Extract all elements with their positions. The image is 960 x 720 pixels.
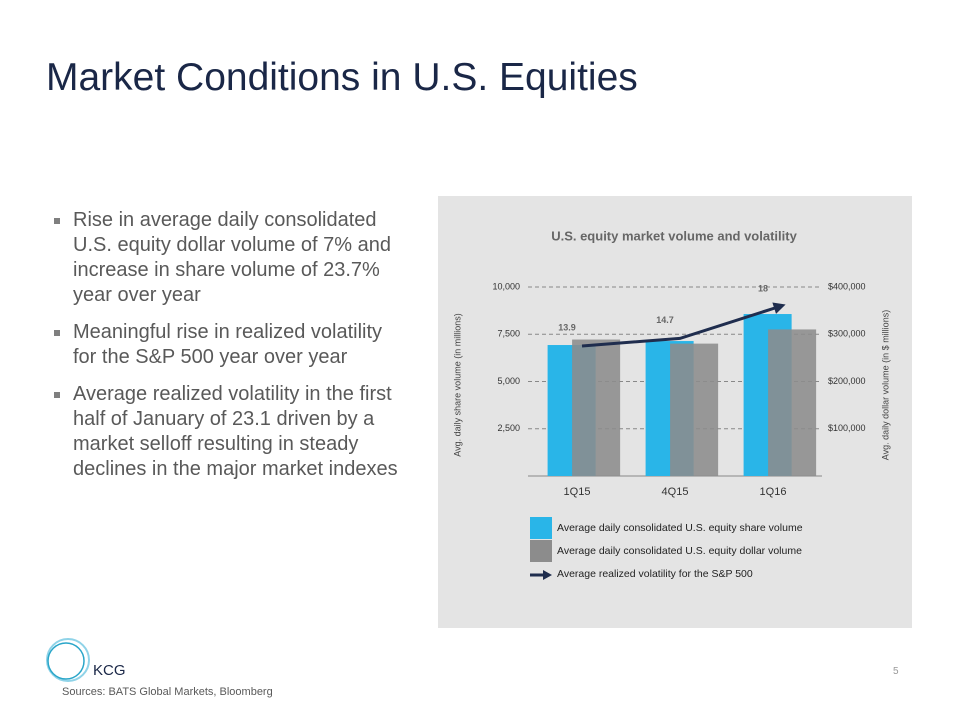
- chart-title: U.S. equity market volume and volatility: [551, 228, 797, 243]
- y-tick-label: 7,500: [497, 329, 520, 339]
- y-tick-label: 2,500: [497, 423, 520, 433]
- x-tick-label: 1Q15: [564, 486, 591, 498]
- legend-swatch: [530, 517, 552, 539]
- sources: Sources: BATS Global Markets, Bloomberg: [62, 686, 273, 698]
- y2-tick-label: $200,000: [828, 376, 866, 386]
- y-tick-label: 10,000: [492, 281, 520, 291]
- slide-title: Market Conditions in U.S. Equities: [46, 56, 638, 99]
- y2-tick-label: $400,000: [828, 281, 866, 291]
- logo-ring: [47, 642, 85, 680]
- legend-arrow: [543, 570, 552, 580]
- bullet: Rise in average daily consolidated U.S. …: [52, 208, 407, 308]
- y2-axis-label: Avg. daily dollar volume (in $ millions): [880, 310, 890, 460]
- x-tick-label: 1Q16: [760, 486, 787, 498]
- bullet-list: Rise in average daily consolidated U.S. …: [52, 208, 407, 494]
- logo-ring: [46, 638, 90, 682]
- x-tick-label: 4Q15: [662, 486, 689, 498]
- data-label: 14.7: [656, 315, 674, 325]
- y-tick-label: 5,000: [497, 376, 520, 386]
- y2-tick-label: $100,000: [828, 423, 866, 433]
- legend-label: Average daily consolidated U.S. equity s…: [557, 522, 803, 534]
- bar: [572, 339, 621, 476]
- line: [581, 305, 779, 348]
- bar: [768, 329, 817, 476]
- data-label: 13.9: [558, 322, 576, 332]
- legend-label: Average daily consolidated U.S. equity d…: [557, 545, 802, 557]
- bar: [670, 343, 719, 476]
- y-axis-label: Avg. daily share volume (in millions): [452, 313, 462, 456]
- legend-swatch: [530, 540, 552, 562]
- legend-label: Average realized volatility for the S&P …: [557, 568, 753, 580]
- data-label: 18: [758, 283, 768, 293]
- page-number: 5: [893, 666, 899, 677]
- logo-text: KCG: [93, 662, 126, 679]
- y2-tick-label: $300,000: [828, 329, 866, 339]
- arrow-head: [772, 302, 786, 314]
- bullet: Average realized volatility in the first…: [52, 382, 407, 482]
- bullet: Meaningful rise in realized volatility f…: [52, 320, 407, 370]
